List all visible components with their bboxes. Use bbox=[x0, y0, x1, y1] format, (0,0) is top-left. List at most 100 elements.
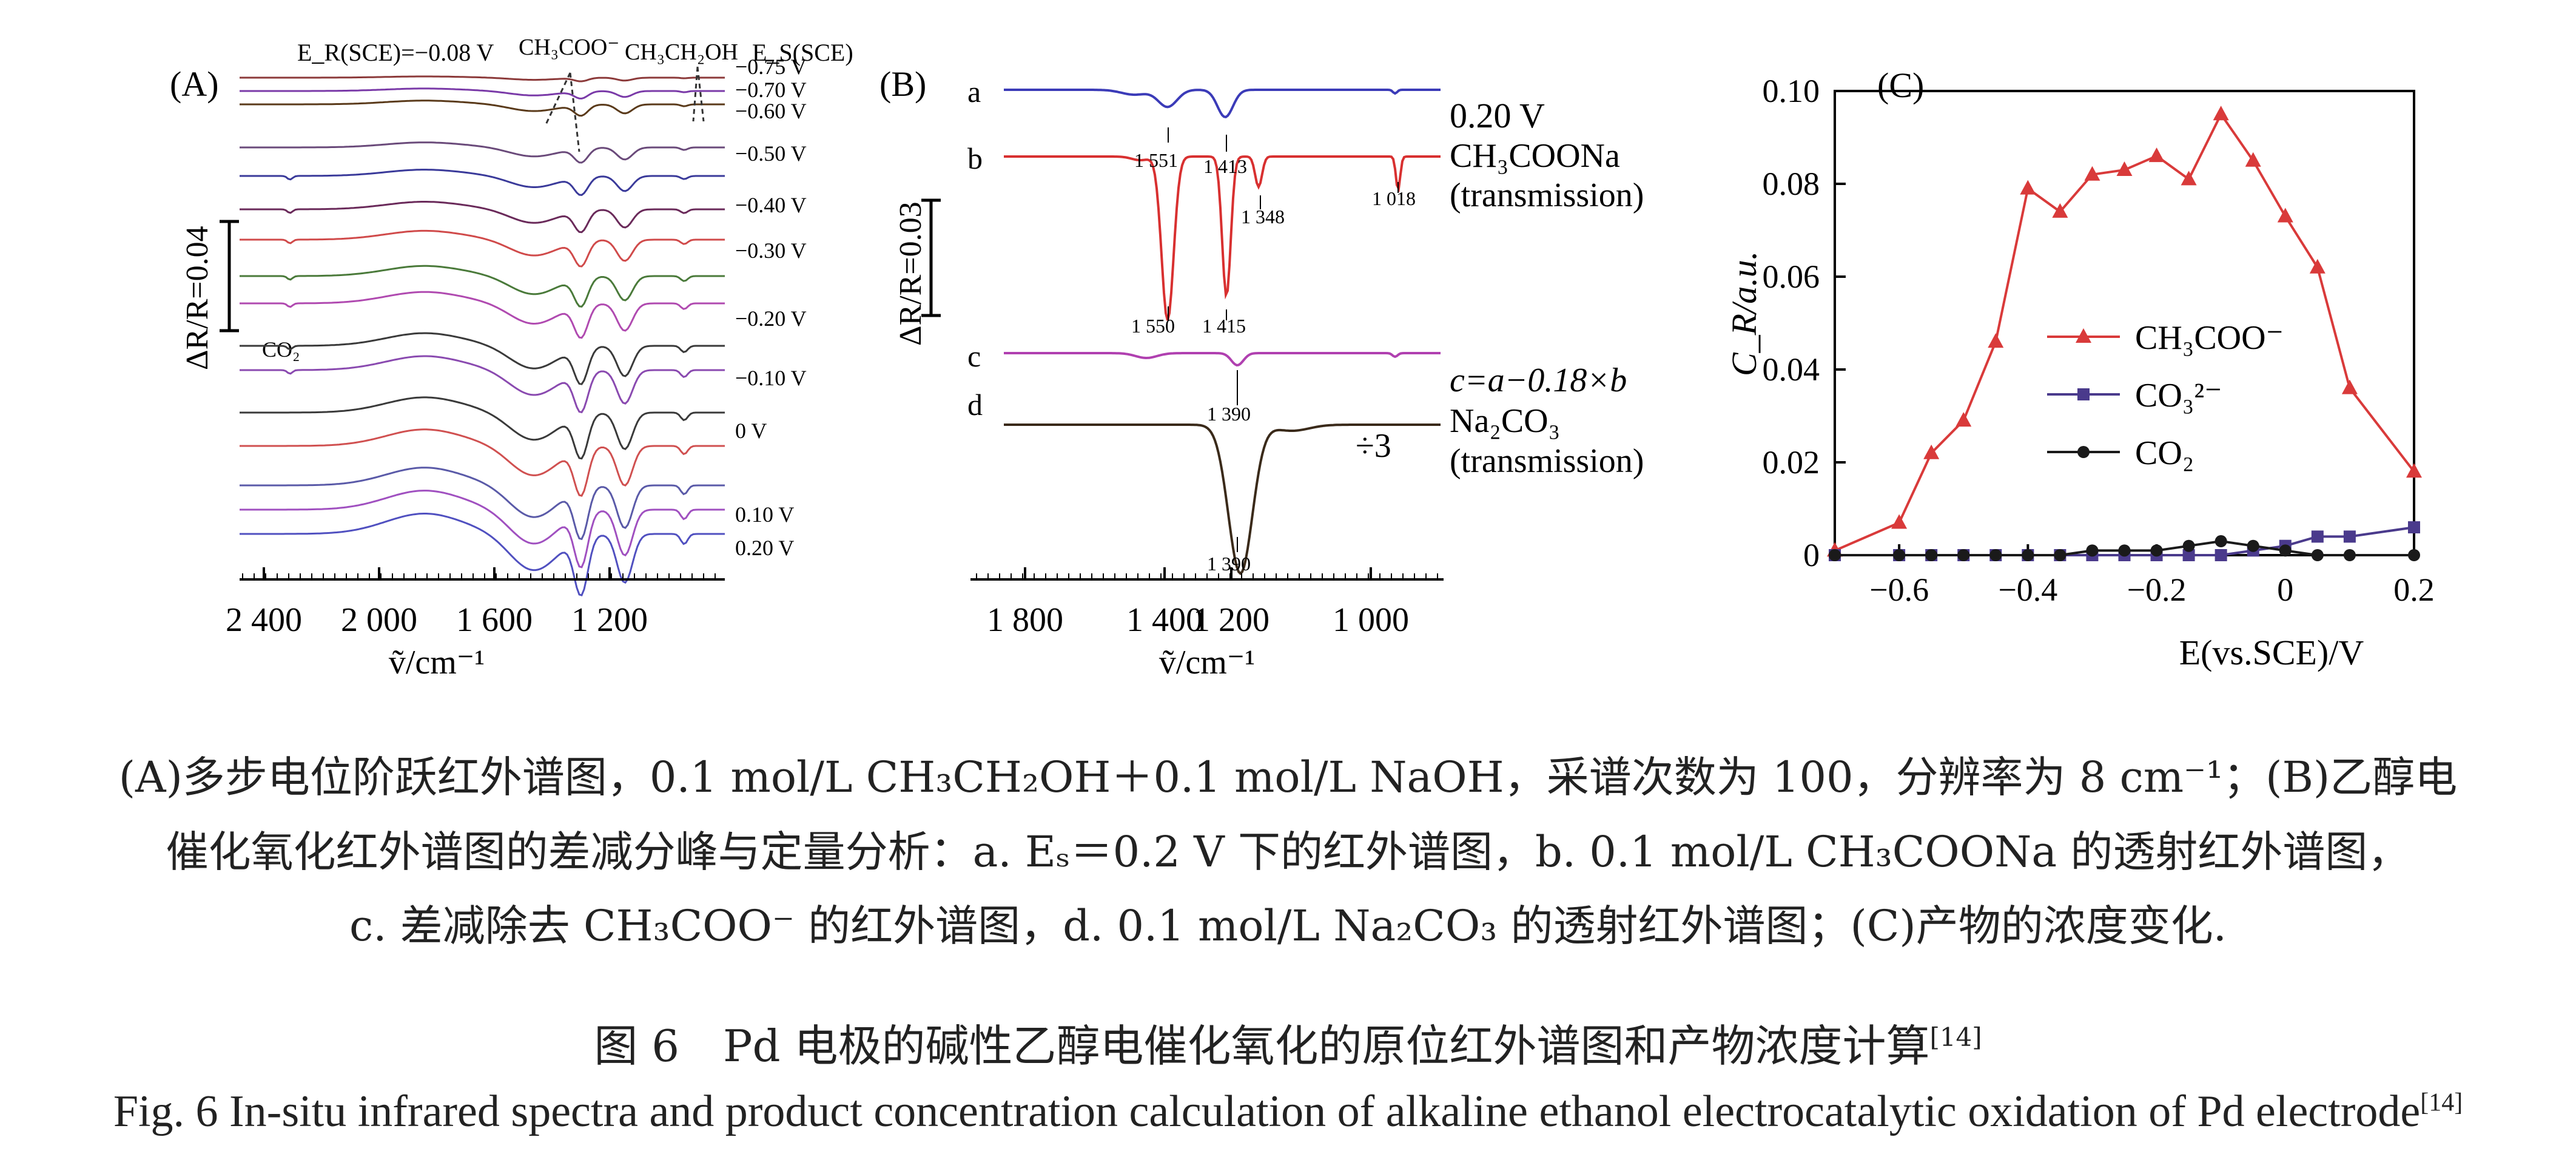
data-point bbox=[2343, 530, 2356, 543]
trace-a-line bbox=[1004, 89, 1441, 119]
data-point bbox=[2118, 544, 2131, 557]
data-point bbox=[2408, 521, 2420, 534]
data-point bbox=[2406, 463, 2422, 478]
potential-label: −0.50 V bbox=[735, 141, 807, 166]
data-point bbox=[2408, 549, 2420, 561]
potential-label: −0.10 V bbox=[735, 366, 807, 390]
x-axis-c-tick-label: −0.2 bbox=[2127, 572, 2187, 608]
spectrum-a-trace bbox=[240, 355, 725, 414]
y-axis-c-tick-label: 0.06 bbox=[1763, 258, 1820, 295]
panel-a-label: (A) bbox=[170, 64, 219, 104]
data-point bbox=[1957, 549, 1970, 561]
x-axis-c-tick-label: 0.2 bbox=[2393, 572, 2435, 608]
panel-b: (B) a b c d 0.20 V CH₃COONa (transmissio… bbox=[879, 64, 1644, 681]
band-label-co2: CO₂ bbox=[262, 337, 300, 362]
x-axis-a: 2 400 2 000 1 600 1 200 bbox=[226, 567, 725, 639]
legend-label: CO₂ bbox=[2135, 434, 2194, 472]
band-label-ethanol: CH₃CH₂OH bbox=[625, 39, 738, 65]
x-axis-b-tick-label: 1 200 bbox=[1193, 601, 1270, 639]
peak-label-1550: 1 550 bbox=[1131, 315, 1175, 337]
trace-a-label: 0.20 V bbox=[1450, 96, 1545, 135]
trace-letter-c: c bbox=[967, 339, 981, 373]
data-point bbox=[2213, 106, 2229, 121]
figure-title-cn-ref: [14] bbox=[1929, 1022, 1982, 1052]
panel-b-label: (B) bbox=[879, 64, 926, 104]
data-point bbox=[2214, 535, 2227, 548]
x-axis-b-tick-label: 1 800 bbox=[987, 601, 1063, 639]
x-axis-a-tick-label: 2 000 bbox=[341, 601, 417, 639]
trace-d-label-1: Na₂CO₃ bbox=[1450, 402, 1560, 440]
potential-label: 0.10 V bbox=[735, 502, 794, 527]
trace-letter-d: d bbox=[967, 388, 983, 422]
peak-label-1390-c: 1 390 bbox=[1207, 403, 1251, 425]
figure-title-cn-text: 图 6 Pd 电极的碱性乙醇电催化氧化的原位红外谱图和产物浓度计算 bbox=[594, 1021, 1930, 1071]
trace-d-label-2: (transmission) bbox=[1450, 442, 1644, 480]
peak-label-1018: 1 018 bbox=[1372, 187, 1416, 209]
sample-potential-header: E_S(SCE) bbox=[752, 39, 853, 66]
data-point bbox=[1893, 549, 1906, 561]
panel-c-label: (C) bbox=[1877, 66, 1924, 105]
potential-labels: −0.75 V−0.70 V−0.60 V −0.50 V −0.40 V −0.30… bbox=[735, 55, 807, 560]
data-point bbox=[2309, 258, 2325, 274]
y-axis-c-tick-label: 0.08 bbox=[1763, 166, 1820, 202]
data-point bbox=[1891, 514, 1908, 529]
scale-bar-a-label: ΔR/R=0.04 bbox=[180, 226, 215, 370]
data-point bbox=[2311, 549, 2324, 561]
spectrum-a-trace bbox=[240, 428, 725, 497]
plot-frame bbox=[1834, 90, 2415, 556]
scale-bar-b-label: ΔR/R=0.03 bbox=[893, 201, 928, 346]
data-point bbox=[1925, 549, 1938, 561]
data-point bbox=[2182, 539, 2195, 552]
data-point bbox=[2084, 166, 2100, 181]
y-axis-c-tick-label: 0 bbox=[1803, 537, 1820, 573]
data-point bbox=[2245, 152, 2261, 167]
data-point bbox=[1956, 412, 1972, 427]
spectrum-a-trace bbox=[240, 490, 725, 569]
data-point bbox=[2277, 208, 2293, 223]
data-point bbox=[2182, 549, 2195, 561]
x-axis-a-label: ṽ/cm⁻¹ bbox=[389, 644, 485, 681]
potential-label: −0.75 V bbox=[735, 55, 807, 79]
spectrum-a-trace bbox=[240, 100, 725, 117]
data-point bbox=[2343, 549, 2356, 561]
legend-label: CO₃²⁻ bbox=[2135, 377, 2222, 414]
spectra-a bbox=[240, 66, 725, 596]
band-guide-ethanol bbox=[692, 66, 705, 122]
trace-b-line bbox=[1004, 155, 1441, 321]
peak-label-1413: 1 413 bbox=[1203, 155, 1247, 177]
peak-label-1390-d: 1 390 bbox=[1207, 553, 1251, 575]
x-axis-b-label: ṽ/cm⁻¹ bbox=[1159, 644, 1255, 681]
peak-label-1551: 1 551 bbox=[1134, 149, 1178, 171]
caption-line-1: (A)多步电位阶跃红外谱图，0.1 mol/L CH₃CH₂OH＋0.1 mol… bbox=[118, 752, 2458, 802]
x-axis-c-label: E(vs.SCE)/V bbox=[2179, 633, 2364, 672]
trace-letter-b: b bbox=[967, 141, 983, 175]
data-point bbox=[2181, 170, 2197, 186]
data-point bbox=[1988, 333, 2004, 348]
data-point bbox=[2052, 203, 2068, 218]
trace-c-label: c=a−0.18×b bbox=[1450, 362, 1627, 399]
trace-c-line bbox=[1004, 352, 1441, 366]
data-point bbox=[2279, 544, 2292, 557]
data-point bbox=[2214, 549, 2227, 561]
band-guide-acetate bbox=[545, 72, 580, 152]
potential-label: 0.20 V bbox=[735, 536, 794, 560]
spectrum-a-trace bbox=[240, 467, 725, 541]
potential-label: −0.70 V bbox=[735, 78, 807, 102]
data-point bbox=[2022, 549, 2034, 561]
trace-b-label-2: (transmission) bbox=[1450, 177, 1644, 214]
caption-line-3: c. 差减除去 CH₃COO⁻ 的红外谱图，d. 0.1 mol/L Na₂CO… bbox=[349, 901, 2227, 951]
x-axis-a-tick-label: 1 600 bbox=[456, 601, 533, 639]
potential-label: 0 V bbox=[735, 419, 767, 443]
data-point bbox=[2148, 147, 2165, 163]
legend-label: CH₃COO⁻ bbox=[2135, 319, 2284, 357]
divide-factor-label: ÷3 bbox=[1356, 427, 1391, 465]
x-axis-c-tick-label: −0.6 bbox=[1869, 572, 1929, 608]
x-axis-c-tick-label: −0.4 bbox=[1998, 572, 2057, 608]
data-point bbox=[2150, 544, 2163, 557]
spectrum-a-trace bbox=[240, 141, 725, 164]
x-axis-a-tick-label: 2 400 bbox=[226, 601, 302, 639]
figure-title-en: Fig. 6 In-situ infrared spectra and prod… bbox=[0, 1086, 2576, 1138]
data-point bbox=[2086, 544, 2099, 557]
peak-label-1348: 1 348 bbox=[1241, 206, 1285, 228]
potential-label: −0.40 V bbox=[735, 193, 807, 217]
